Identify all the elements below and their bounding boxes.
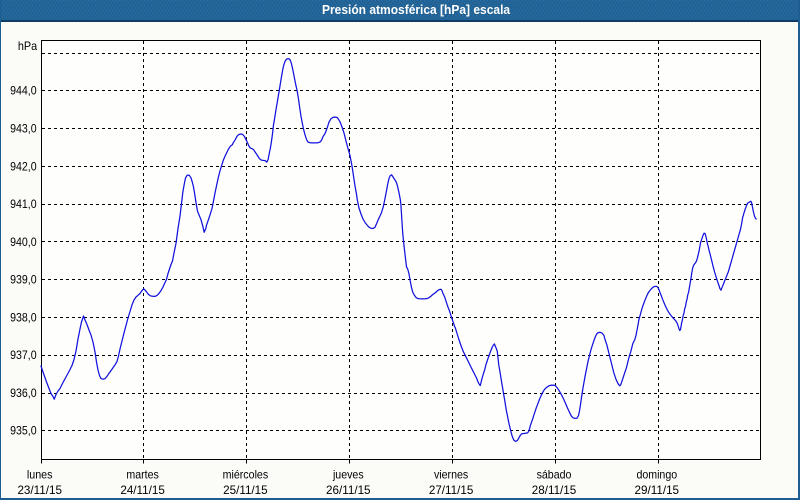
svg-text:26/11/15: 26/11/15 (326, 483, 371, 497)
svg-text:24/11/15: 24/11/15 (120, 483, 165, 497)
svg-text:943,0: 943,0 (10, 122, 37, 136)
svg-text:sábado: sábado (537, 468, 572, 482)
svg-text:viernes: viernes (434, 468, 468, 482)
svg-text:935,0: 935,0 (10, 424, 37, 438)
svg-text:938,0: 938,0 (10, 310, 37, 324)
svg-text:hPa: hPa (18, 39, 38, 53)
svg-text:miércoles: miércoles (223, 468, 269, 482)
svg-text:domingo: domingo (636, 468, 677, 482)
svg-text:jueves: jueves (332, 468, 364, 482)
svg-text:25/11/15: 25/11/15 (223, 483, 268, 497)
svg-text:937,0: 937,0 (10, 348, 37, 362)
svg-text:941,0: 941,0 (10, 197, 37, 211)
svg-text:23/11/15: 23/11/15 (17, 483, 62, 497)
svg-text:936,0: 936,0 (10, 386, 37, 400)
svg-text:29/11/15: 29/11/15 (635, 483, 680, 497)
svg-text:martes: martes (126, 468, 158, 482)
svg-text:942,0: 942,0 (10, 159, 37, 173)
svg-text:lunes: lunes (27, 468, 53, 482)
svg-text:944,0: 944,0 (10, 84, 37, 98)
svg-text:940,0: 940,0 (10, 235, 37, 249)
svg-text:27/11/15: 27/11/15 (429, 483, 474, 497)
svg-text:28/11/15: 28/11/15 (532, 483, 577, 497)
svg-text:939,0: 939,0 (10, 273, 37, 287)
